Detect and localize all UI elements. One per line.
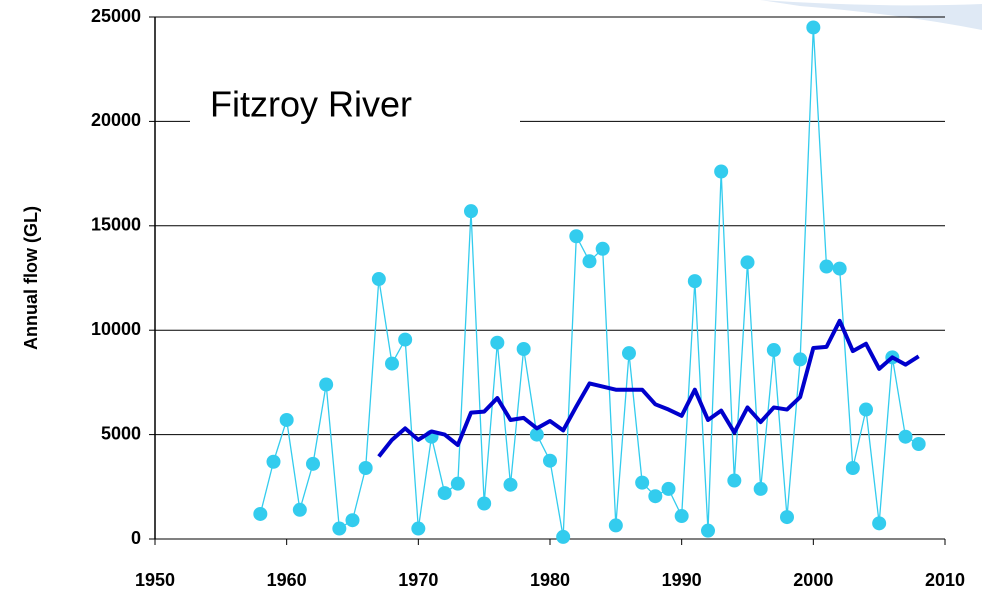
x-tick-label: 1970 (398, 570, 438, 590)
data-point (543, 453, 557, 468)
data-point (358, 461, 373, 476)
data-point (766, 343, 781, 358)
data-point (740, 255, 755, 270)
x-tick-label: 1980 (530, 570, 570, 590)
data-point (806, 20, 821, 35)
x-tick-label: 1950 (135, 570, 175, 590)
data-point (398, 332, 413, 347)
data-point (345, 513, 360, 528)
chart-title: Fitzroy River (210, 84, 412, 125)
data-point (727, 473, 742, 488)
data-point (819, 259, 834, 274)
data-point (279, 412, 294, 427)
data-point (253, 506, 268, 521)
data-point (780, 510, 794, 525)
y-tick-label: 10000 (91, 319, 141, 339)
data-point (437, 486, 452, 501)
data-point (319, 377, 334, 392)
data-point (832, 261, 847, 276)
data-point (371, 272, 386, 287)
y-tick-label: 20000 (91, 110, 141, 130)
data-point (266, 454, 281, 469)
title-background (190, 85, 520, 130)
data-point (582, 254, 597, 269)
data-point (635, 475, 650, 490)
x-tick-label: 1990 (662, 570, 702, 590)
x-tick-label: 2010 (925, 570, 965, 590)
data-point (569, 229, 584, 244)
data-point (701, 523, 715, 538)
data-point (753, 481, 768, 496)
data-point (464, 204, 478, 219)
data-point (477, 496, 492, 511)
data-point (674, 509, 689, 524)
data-point (490, 335, 505, 350)
data-point (608, 518, 623, 533)
data-point (503, 477, 518, 492)
data-point (859, 402, 873, 417)
y-axis-label: Annual flow (GL) (21, 206, 41, 350)
data-point (687, 274, 702, 289)
y-tick-label: 0 (131, 528, 141, 548)
data-point (714, 164, 729, 179)
data-point (332, 521, 347, 536)
decoration (760, 0, 982, 30)
data-point (911, 436, 926, 451)
data-point (385, 356, 399, 371)
data-point (516, 341, 531, 356)
series-line (377, 318, 920, 458)
data-point (872, 516, 887, 531)
data-point (793, 352, 808, 367)
y-tick-label: 5000 (101, 423, 141, 443)
data-point (845, 461, 860, 476)
data-point (411, 521, 426, 536)
y-tick-label: 25000 (91, 6, 141, 26)
y-tick-label: 15000 (91, 215, 141, 235)
data-point (529, 427, 544, 442)
data-point (661, 481, 676, 496)
data-point (622, 346, 636, 361)
data-point (450, 476, 465, 491)
data-point (292, 502, 307, 517)
data-point (306, 456, 320, 471)
data-point (898, 429, 913, 444)
data-point (595, 241, 610, 256)
data-point (648, 489, 663, 504)
x-tick-label: 2000 (793, 570, 833, 590)
x-tick-label: 1960 (267, 570, 307, 590)
data-point (556, 529, 571, 544)
